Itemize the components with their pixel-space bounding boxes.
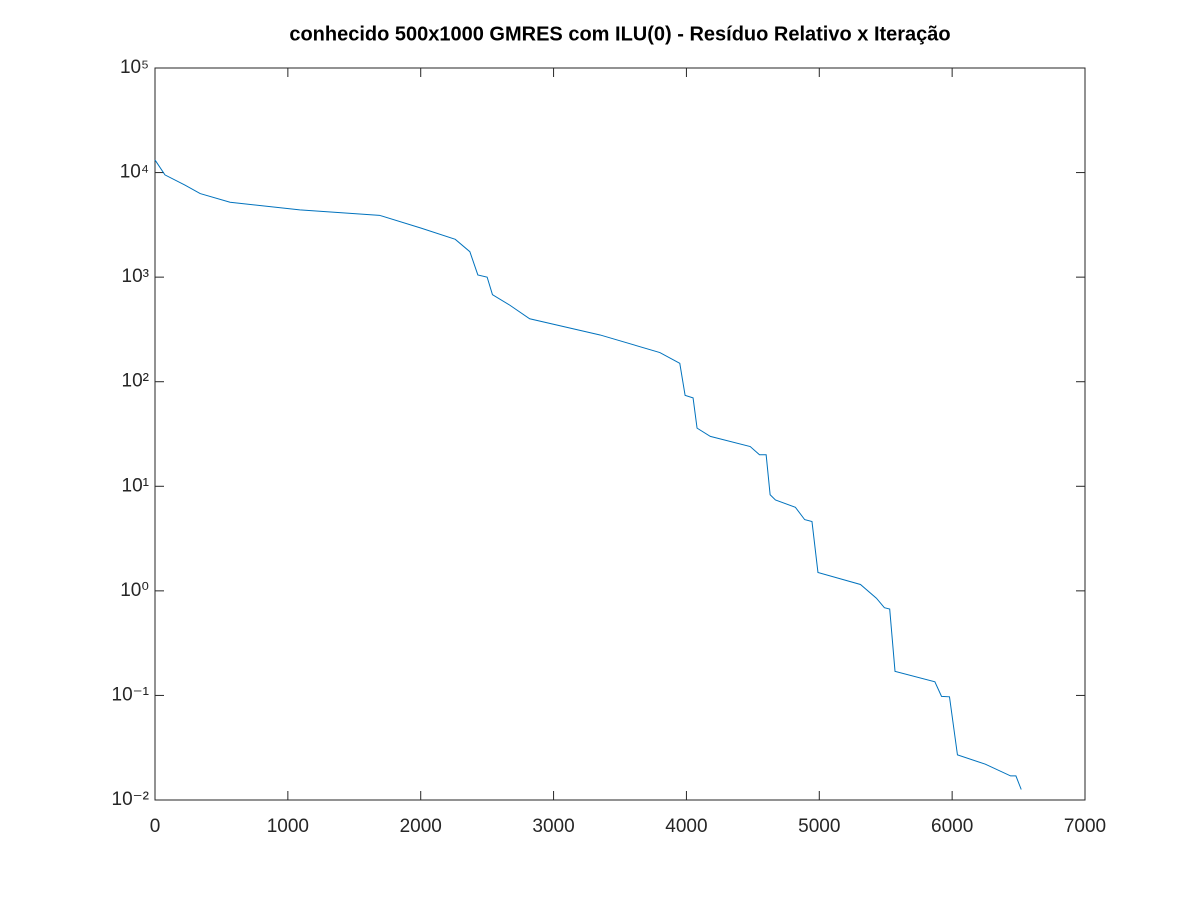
- x-tick-label: 0: [150, 816, 161, 837]
- y-tick-label: 10⁻¹: [112, 684, 150, 705]
- x-tick-label: 3000: [532, 816, 574, 837]
- y-tick-label: 10⁻²: [112, 789, 150, 810]
- x-tick-label: 7000: [1064, 816, 1106, 837]
- y-tick-label: 10⁵: [120, 57, 149, 78]
- y-tick-label: 10⁴: [120, 162, 149, 183]
- x-tick-label: 2000: [400, 816, 442, 837]
- x-tick-label: 5000: [798, 816, 840, 837]
- y-tick-label: 10¹: [122, 475, 149, 496]
- y-tick-label: 10³: [122, 266, 149, 287]
- x-tick-label: 4000: [665, 816, 707, 837]
- axes-box: [154, 67, 1086, 801]
- x-tick-label: 6000: [931, 816, 973, 837]
- data-line: [154, 159, 1022, 790]
- y-tick-label: 10²: [122, 371, 149, 392]
- y-tick-label: 10⁰: [120, 580, 149, 601]
- x-tick-label: 1000: [267, 816, 309, 837]
- chart-title: conhecido 500x1000 GMRES com ILU(0) - Re…: [289, 23, 950, 45]
